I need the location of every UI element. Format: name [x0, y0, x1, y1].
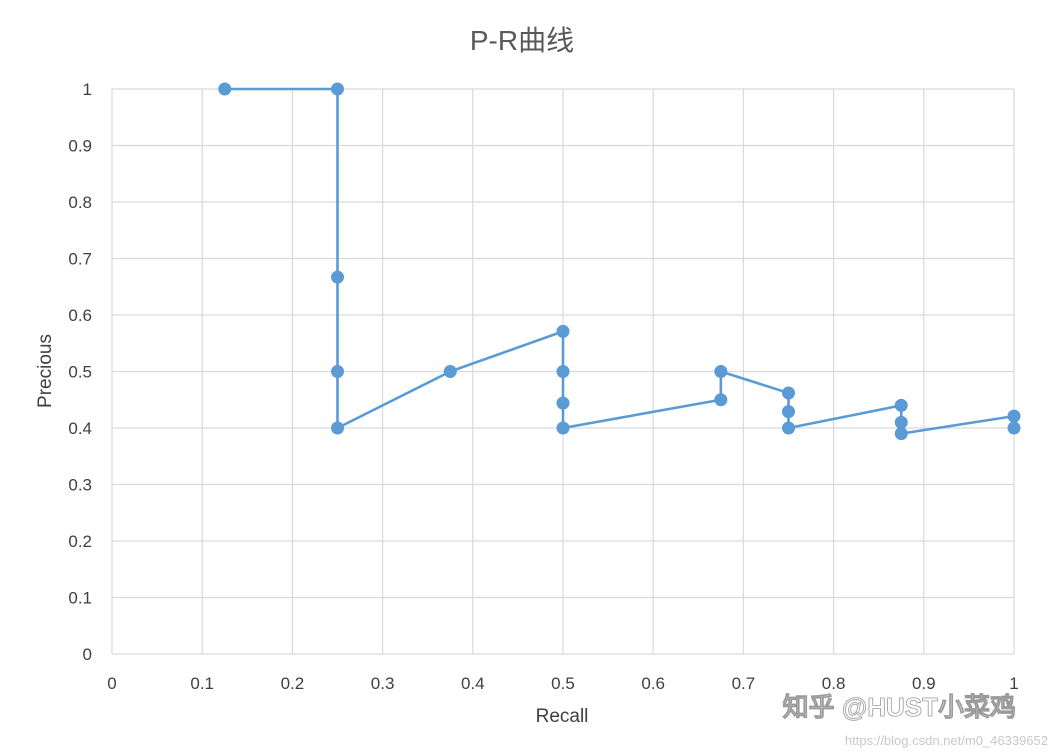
x-tick-label: 0.4 — [461, 674, 485, 693]
x-axis-label: Recall — [536, 706, 589, 727]
y-tick-label: 0.1 — [68, 589, 92, 608]
x-tick-label: 0.9 — [912, 674, 936, 693]
data-point — [556, 396, 570, 410]
x-tick-label: 0.8 — [822, 674, 846, 693]
data-point — [556, 365, 570, 378]
y-tick-label: 0.4 — [68, 419, 92, 438]
data-point — [894, 415, 908, 429]
data-point — [331, 82, 344, 96]
watermark-text: 知乎 @HUST小菜鸡 — [783, 692, 1016, 722]
data-point — [331, 365, 344, 378]
data-point — [556, 324, 570, 338]
data-point — [331, 421, 344, 435]
y-tick-label: 0.6 — [68, 306, 92, 325]
x-tick-label: 0.1 — [190, 674, 214, 693]
data-point — [782, 405, 795, 419]
data-point — [1007, 421, 1021, 435]
y-tick-labels: 0 0.1 0.2 0.3 0.4 0.5 0.6 0.7 0.8 0.9 1 — [68, 80, 92, 664]
y-axis-label: Precious — [35, 334, 56, 408]
x-tick-label: 0 — [107, 674, 116, 693]
watermark-url: https://blog.csdn.net/m0_46339652 — [845, 733, 1048, 748]
x-tick-label: 0.6 — [641, 674, 665, 693]
data-point — [894, 427, 908, 441]
grid-lines — [111, 88, 1015, 655]
y-tick-label: 0.8 — [68, 193, 92, 212]
chart-title: P-R曲线 — [470, 25, 574, 56]
x-tick-label: 0.2 — [281, 674, 305, 693]
x-tick-label: 0.3 — [371, 674, 395, 693]
data-point — [443, 365, 457, 378]
data-point — [714, 365, 728, 378]
x-tick-labels: 0 0.1 0.2 0.3 0.4 0.5 0.6 0.7 0.8 0.9 1 — [107, 674, 1018, 693]
data-point — [894, 398, 908, 412]
x-tick-label: 1 — [1009, 674, 1018, 693]
data-point — [782, 386, 795, 400]
y-tick-label: 0.5 — [68, 363, 92, 382]
data-points — [218, 82, 1021, 441]
data-point — [331, 270, 344, 284]
data-point — [1007, 409, 1021, 423]
x-tick-label: 0.7 — [732, 674, 756, 693]
series-line — [224, 87, 1016, 435]
data-point — [714, 393, 728, 407]
y-tick-label: 0.9 — [68, 137, 92, 156]
y-tick-label: 1 — [83, 80, 92, 99]
y-tick-label: 0.3 — [68, 476, 92, 495]
y-tick-label: 0.7 — [68, 250, 92, 269]
series-polyline — [224, 87, 1016, 435]
data-point — [782, 421, 795, 435]
y-tick-label: 0.2 — [68, 532, 92, 551]
data-point — [556, 421, 570, 435]
data-point — [218, 82, 232, 96]
x-tick-label: 0.5 — [551, 674, 575, 693]
y-tick-label: 0 — [83, 645, 92, 664]
